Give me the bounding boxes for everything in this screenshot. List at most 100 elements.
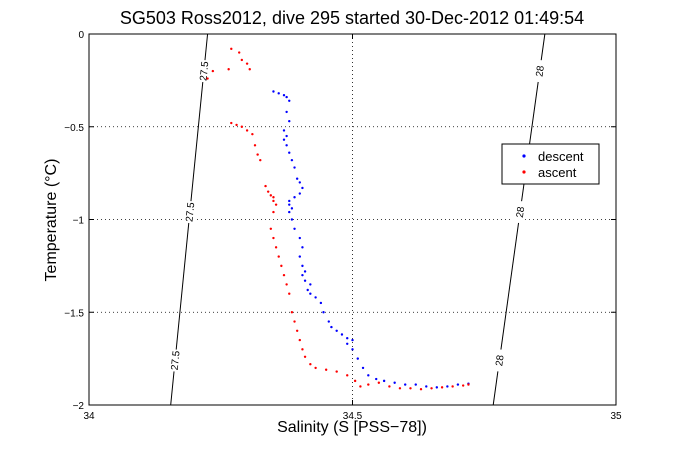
ascent-point — [266, 190, 270, 193]
ascent-point — [295, 329, 299, 332]
ascent-point — [288, 292, 291, 295]
descent-point — [356, 357, 359, 360]
ascent-point — [256, 153, 259, 156]
ascent-point — [274, 246, 278, 249]
legend-label: descent — [538, 149, 584, 164]
descent-point — [290, 218, 294, 221]
descent-point — [277, 92, 280, 95]
descent-point — [295, 177, 299, 180]
descent-point — [298, 255, 301, 258]
descent-point — [288, 199, 291, 203]
ascent-point — [398, 387, 402, 390]
descent-point — [282, 138, 286, 141]
descent-point — [425, 385, 428, 388]
ascent-point — [282, 273, 286, 277]
ascent-point — [430, 387, 433, 390]
ascent-point — [285, 283, 288, 286]
isopycnal-label: 28 — [494, 354, 506, 367]
descent-point — [290, 158, 294, 162]
legend-label: ascent — [538, 165, 577, 180]
descent-point — [309, 283, 312, 286]
descent-point — [301, 186, 304, 190]
y-axis-label: Temperature (°C) — [43, 159, 60, 282]
descent-point — [288, 203, 291, 206]
descent-point — [272, 90, 275, 93]
descent-point — [298, 192, 301, 195]
descent-point — [303, 279, 307, 282]
ascent-point — [230, 47, 233, 51]
ascent-point — [346, 374, 349, 377]
ascent-point — [290, 311, 294, 314]
isopycnal-label: 27.5 — [170, 350, 183, 371]
ascent-point — [259, 158, 262, 162]
y-tick-label: −1.5 — [64, 308, 84, 319]
descent-point — [285, 95, 288, 99]
ascent-point — [206, 77, 209, 80]
ascent-point — [367, 383, 370, 386]
descent-point — [322, 311, 325, 314]
descent-point — [293, 166, 296, 169]
ascent-point — [237, 51, 241, 54]
ascent-point — [409, 387, 412, 390]
ascent-point — [269, 194, 273, 197]
chart-title: SG503 Ross2012, dive 295 started 30-Dec-… — [120, 8, 584, 28]
y-tick-label: −2 — [73, 401, 85, 412]
x-tick-label: 35 — [610, 411, 622, 422]
isopycnal-label: 27.5 — [198, 61, 211, 82]
ascent-point — [451, 385, 454, 388]
isopycnal-label: 28 — [534, 65, 546, 78]
ascent-point — [248, 68, 251, 71]
isopycnal-label-background — [491, 348, 507, 373]
axis-ticks: 34 34.5 35 0 −0.5 −1 −1.5 −2 — [64, 30, 622, 422]
ascent-point — [301, 348, 304, 351]
ascent-point — [230, 121, 233, 125]
descent-point — [367, 374, 370, 377]
descent-point — [361, 366, 365, 370]
ascent-point — [309, 362, 312, 366]
descent-point — [303, 270, 307, 273]
descent-point — [288, 210, 291, 214]
x-axis-label: Salinity (S [PSS−78]) — [277, 419, 427, 436]
descent-point — [319, 301, 323, 305]
ascent-point — [272, 199, 275, 203]
isopycnal-label-background — [512, 200, 528, 224]
isopycnal-label-background — [196, 59, 211, 83]
isopycnal-label-background — [532, 59, 548, 83]
ascent-point — [227, 68, 230, 71]
descent-point — [288, 119, 291, 123]
data-points — [206, 47, 470, 391]
descent-point — [282, 129, 286, 132]
isopycnal-label: 27.5 — [184, 202, 197, 223]
ascent-point — [274, 203, 278, 206]
descent-point — [351, 338, 354, 342]
descent-point — [375, 377, 378, 381]
descent-point — [293, 227, 296, 230]
legend-box — [501, 143, 600, 185]
ascent-point — [251, 132, 254, 136]
descent-point — [288, 151, 291, 154]
ascent-point — [240, 58, 244, 62]
descent-point — [301, 264, 304, 268]
isopycnal-label-background — [182, 200, 197, 224]
descent-point — [330, 325, 333, 329]
isopycnal-label: 28 — [515, 206, 527, 219]
descent-point — [335, 329, 338, 332]
descent-point — [285, 144, 288, 147]
ascent-point — [272, 210, 275, 214]
legend-marker — [522, 170, 526, 174]
descent-point — [382, 379, 386, 383]
ascent-point — [419, 388, 423, 391]
ascent-point — [269, 227, 273, 230]
descent-point — [309, 292, 312, 295]
descent-point — [306, 288, 309, 292]
ascent-point — [272, 236, 275, 240]
ascent-point — [440, 386, 444, 389]
ascent-point — [264, 184, 267, 188]
y-tick-label: −0.5 — [64, 123, 84, 134]
ascent-point — [293, 320, 296, 323]
descent-point — [301, 273, 304, 277]
isopycnal-lines: 27.5 27.5 27.5 28 28 28 — [168, 33, 548, 406]
descent-point — [414, 383, 417, 386]
